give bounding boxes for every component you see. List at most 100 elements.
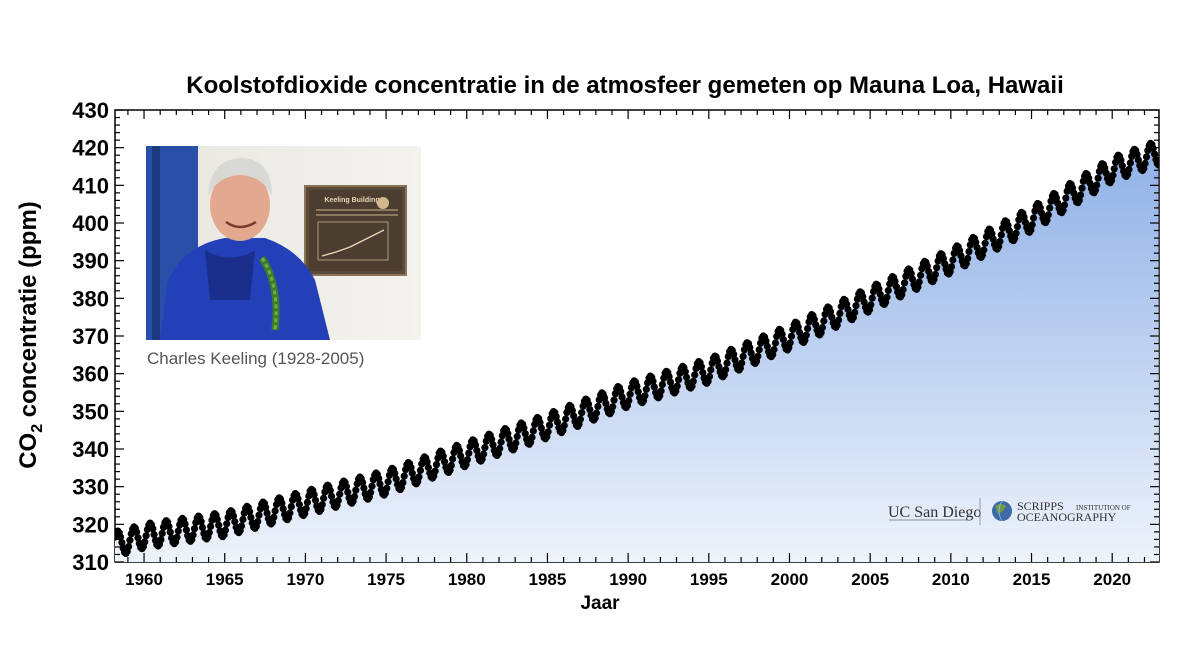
data-point xyxy=(649,377,657,385)
data-point xyxy=(941,260,949,268)
data-point xyxy=(576,415,585,423)
data-point xyxy=(804,325,812,333)
data-point xyxy=(892,283,901,291)
svg-text:SCRIPPS: SCRIPPS xyxy=(1017,499,1064,513)
y-axis-label: CO2 concentratie (ppm) xyxy=(15,201,46,469)
data-point xyxy=(294,495,302,503)
data-point xyxy=(891,277,899,285)
data-point xyxy=(528,433,536,441)
data-point xyxy=(1118,162,1126,170)
data-point xyxy=(134,534,142,542)
data-point xyxy=(463,456,471,464)
y-tick-label: 420 xyxy=(72,136,109,161)
data-point xyxy=(181,520,189,528)
data-point xyxy=(592,409,601,417)
x-tick-label: 2010 xyxy=(932,570,970,589)
data-point xyxy=(174,527,182,535)
data-point xyxy=(326,487,334,495)
y-tick-label: 370 xyxy=(72,324,109,349)
data-point xyxy=(287,503,295,511)
data-point xyxy=(399,479,407,487)
data-point xyxy=(149,525,157,533)
data-point xyxy=(673,382,681,390)
data-point xyxy=(1133,150,1141,158)
data-point xyxy=(980,246,988,254)
svg-text:INSTITUTION OF: INSTITUTION OF xyxy=(1076,504,1131,512)
data-point xyxy=(166,528,174,536)
data-point xyxy=(996,238,1004,246)
data-point xyxy=(237,522,246,530)
data-point xyxy=(504,430,512,438)
data-point xyxy=(633,382,641,390)
svg-text:OCEANOGRAPHY: OCEANOGRAPHY xyxy=(1017,510,1117,524)
data-point xyxy=(699,368,707,377)
data-point xyxy=(794,323,802,331)
data-point xyxy=(271,507,279,515)
data-point xyxy=(552,413,560,421)
data-point xyxy=(925,267,933,276)
data-point xyxy=(868,294,876,302)
data-point xyxy=(302,505,310,513)
keeling-photo: Keeling Building xyxy=(146,146,421,340)
data-point xyxy=(133,528,141,536)
data-point xyxy=(408,469,416,477)
data-point xyxy=(722,366,730,374)
data-point xyxy=(553,418,562,426)
data-point xyxy=(157,536,165,544)
x-axis-label: Jaar xyxy=(580,593,620,614)
data-point xyxy=(449,455,457,463)
data-point xyxy=(465,449,473,457)
data-point xyxy=(908,275,917,283)
photo-caption: Charles Keeling (1928-2005) xyxy=(147,349,364,368)
data-point xyxy=(618,393,626,401)
data-point xyxy=(899,286,907,294)
data-point xyxy=(344,488,352,496)
data-point xyxy=(754,352,762,360)
data-point xyxy=(520,424,528,432)
svg-text:UC San Diego: UC San Diego xyxy=(888,504,981,521)
data-point xyxy=(190,525,199,533)
data-point xyxy=(1077,191,1085,199)
data-point xyxy=(981,239,989,247)
data-point xyxy=(246,508,254,516)
data-point xyxy=(231,518,239,526)
data-point xyxy=(1126,159,1134,167)
data-point xyxy=(1013,223,1022,231)
data-point xyxy=(496,444,504,453)
data-point xyxy=(310,491,318,499)
data-point xyxy=(796,328,804,336)
data-point xyxy=(320,494,328,502)
data-point xyxy=(747,349,755,357)
data-point xyxy=(601,394,609,402)
x-tick-label: 1995 xyxy=(690,570,728,589)
data-point xyxy=(675,376,683,384)
data-point xyxy=(665,372,673,381)
data-point xyxy=(778,330,786,338)
data-point xyxy=(972,238,980,246)
data-point xyxy=(1125,165,1133,173)
data-point xyxy=(318,501,326,509)
data-point xyxy=(939,254,948,263)
data-point xyxy=(657,387,665,395)
data-point xyxy=(1020,213,1028,221)
data-point xyxy=(1060,201,1069,209)
data-point xyxy=(521,430,529,438)
data-point xyxy=(544,428,552,436)
data-point xyxy=(286,509,294,517)
data-point xyxy=(923,262,931,270)
data-point xyxy=(836,309,844,317)
x-tick-label: 1990 xyxy=(609,570,647,589)
data-point xyxy=(609,403,617,411)
data-point xyxy=(586,406,594,414)
data-point xyxy=(610,396,618,404)
data-point xyxy=(820,317,828,325)
data-point xyxy=(489,441,497,449)
data-point xyxy=(311,496,320,504)
data-point xyxy=(755,346,763,354)
data-point xyxy=(141,538,149,546)
data-point xyxy=(681,368,689,376)
data-point xyxy=(691,371,699,379)
data-point xyxy=(730,350,738,358)
hair xyxy=(208,158,272,196)
y-tick-label: 410 xyxy=(72,173,109,198)
